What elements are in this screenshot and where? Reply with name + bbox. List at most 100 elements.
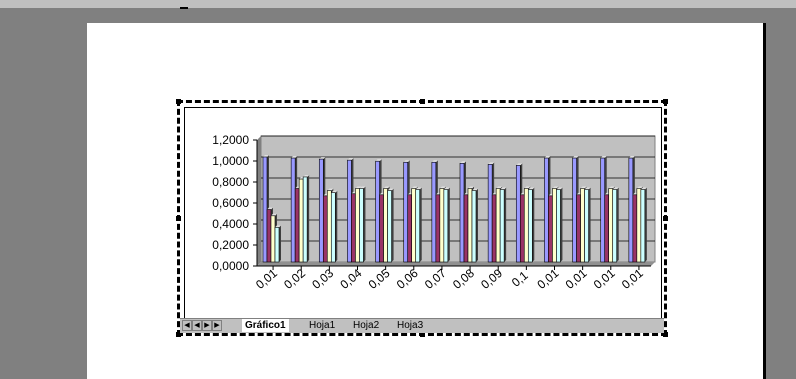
resize-handle[interactable] <box>176 216 181 221</box>
bar <box>383 188 388 263</box>
bar <box>640 189 646 263</box>
sheet-tab-grafico1[interactable]: Gráfico1 <box>242 319 289 332</box>
sheet-tabs-bar: ◀ ◀ ▶ ▶ Gráfico1 Hoja1 Hoja2 Hoja3 <box>180 318 664 333</box>
x-tick-label: 0,04 <box>337 266 364 292</box>
bar <box>463 194 469 263</box>
bar-top <box>496 186 503 189</box>
bar <box>347 159 352 263</box>
bar <box>379 194 384 263</box>
x-tick-label: 0,08 <box>450 266 477 292</box>
bar-top <box>612 187 619 190</box>
bar-side <box>419 187 422 262</box>
resize-handle[interactable] <box>663 99 668 104</box>
sheet-tab-hoja2[interactable]: Hoja2 <box>353 320 380 331</box>
bar <box>375 160 380 263</box>
bar-side <box>616 187 619 262</box>
bar-top <box>347 158 354 161</box>
bar-side <box>476 188 478 262</box>
bar-top <box>415 187 422 190</box>
x-tick-label: 0,07 <box>422 266 449 292</box>
x-tick-label: 0,1 <box>509 268 531 290</box>
bar-top <box>275 225 281 228</box>
bar <box>351 193 356 263</box>
bar-top <box>439 186 446 189</box>
bar <box>544 157 549 263</box>
first-sheet-icon[interactable]: ◀ <box>182 320 192 331</box>
bar <box>294 188 300 263</box>
resize-handle[interactable] <box>420 332 425 337</box>
bar-side <box>588 187 591 262</box>
sheet-tab-hoja1[interactable]: Hoja1 <box>309 320 336 331</box>
bar <box>600 157 606 263</box>
resize-handle[interactable] <box>663 216 668 221</box>
next-sheet-icon[interactable]: ▶ <box>202 320 212 331</box>
bar <box>576 194 581 263</box>
resize-handle[interactable] <box>176 332 181 337</box>
bar <box>298 178 304 263</box>
bar-chart[interactable]: 0,0000 0,2000 0,4000 0,6000 0,8000 1,0000 1,20… <box>185 108 661 320</box>
x-tick-label: 0,01 <box>619 266 646 292</box>
chart-area[interactable]: 0,0000 0,2000 0,4000 0,6000 0,8000 1,0000 1,20… <box>184 107 662 321</box>
bar <box>552 188 557 263</box>
bar <box>499 189 505 263</box>
bar-top <box>500 187 507 190</box>
bar <box>443 189 449 263</box>
bar-side <box>532 187 535 262</box>
toolbar-strip <box>0 0 796 8</box>
bar-top <box>263 155 269 157</box>
bar-top <box>584 187 591 190</box>
x-tick-label: 0,01 <box>534 266 561 292</box>
bar <box>515 165 521 263</box>
bar-top <box>375 159 382 162</box>
bar-top <box>387 188 394 191</box>
y-tick-label: 1,0000 <box>212 154 249 168</box>
x-tick-label: 0,02 <box>281 266 308 292</box>
resize-handle[interactable] <box>420 99 425 104</box>
bar-top <box>640 187 647 190</box>
bar-top <box>556 187 563 190</box>
sheet-tab-hoja3[interactable]: Hoja3 <box>397 320 424 331</box>
cursor-mark <box>180 7 188 9</box>
bar-top <box>303 174 310 177</box>
bar-top <box>636 186 643 189</box>
bar-top <box>628 156 635 159</box>
bar <box>612 189 618 263</box>
y-tick-label: 0,0000 <box>212 259 249 273</box>
bar <box>439 188 445 263</box>
last-sheet-icon[interactable]: ▶ <box>212 320 222 331</box>
bar <box>322 195 328 263</box>
bar-top <box>403 160 410 163</box>
x-tick-label: 0,05 <box>366 266 393 292</box>
prev-sheet-icon[interactable]: ◀ <box>192 320 202 331</box>
bar <box>632 194 638 263</box>
bar <box>266 209 272 263</box>
bar-top <box>355 186 362 189</box>
bar-top <box>267 207 273 210</box>
bar <box>274 227 280 263</box>
bar <box>523 188 529 263</box>
bar-side <box>363 186 366 262</box>
bar <box>318 158 324 263</box>
bar <box>330 192 336 263</box>
bar-top <box>472 188 478 191</box>
bar <box>487 164 493 263</box>
bar <box>495 188 501 263</box>
bar <box>636 188 642 263</box>
bar-top <box>383 186 390 189</box>
bar-top <box>516 163 523 166</box>
x-tick-label: 0,09 <box>478 266 505 292</box>
bar <box>527 189 533 263</box>
bar <box>572 157 577 263</box>
bar-top <box>608 186 615 189</box>
x-tick-label: 0,01 <box>591 266 618 292</box>
y-tick-label: 0,8000 <box>212 175 249 189</box>
bar <box>608 188 614 263</box>
chart-object-frame[interactable]: 0,0000 0,2000 0,4000 0,6000 0,8000 1,0000 1,20… <box>176 99 668 337</box>
bar-side <box>504 187 507 262</box>
resize-handle[interactable] <box>663 332 668 337</box>
bar-top <box>271 213 277 216</box>
resize-handle[interactable] <box>176 99 181 104</box>
bar-top <box>411 186 418 189</box>
bar <box>270 215 276 263</box>
bar-side <box>560 187 563 262</box>
